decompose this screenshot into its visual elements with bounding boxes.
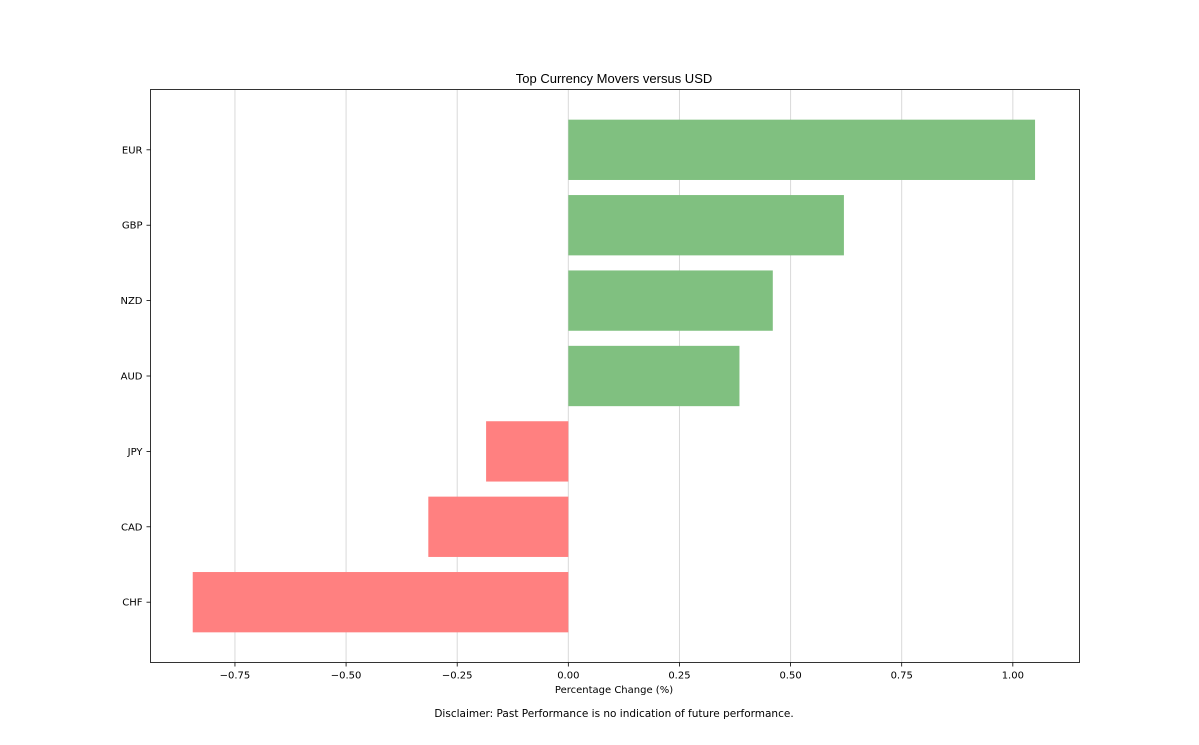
y-tick-label-cad: CAD [121, 522, 143, 533]
y-axis-ticks: EUR GBP NZD AUD JPY CAD CHF [120, 145, 151, 609]
x-tick-label: 0.75 [891, 671, 913, 682]
chart-title: Top Currency Movers versus USD [516, 71, 713, 86]
bar-layer [192, 119, 1036, 633]
y-tick-label-eur: EUR [122, 145, 143, 156]
bar-gbp [568, 195, 844, 256]
bar-jpy [486, 421, 569, 482]
x-tick-label: −0.50 [331, 671, 362, 682]
x-tick-label: −0.75 [220, 671, 251, 682]
y-tick-label-nzd: NZD [120, 296, 142, 307]
x-tick-label: 1.00 [1002, 671, 1024, 682]
y-tick-label-chf: CHF [122, 598, 143, 609]
bar-chf [192, 572, 569, 633]
bar-aud [568, 345, 740, 407]
bar-cad [428, 496, 569, 557]
x-tick-label: 0.50 [779, 671, 801, 682]
bar-nzd [568, 270, 773, 331]
x-tick-label: −0.25 [442, 671, 473, 682]
x-axis-ticks: −0.75 −0.50 −0.25 0.00 0.25 0.50 0.75 1.00 [220, 662, 1024, 682]
x-tick-label: 0.25 [668, 671, 690, 682]
x-tick-label: 0.00 [557, 671, 579, 682]
disclaimer-text: Disclaimer: Past Performance is no indic… [434, 708, 793, 720]
y-tick-label-jpy: JPY [127, 447, 144, 458]
x-axis-label: Percentage Change (%) [555, 685, 673, 696]
y-tick-label-gbp: GBP [122, 221, 143, 232]
bar-eur [568, 119, 1036, 180]
y-tick-label-aud: AUD [121, 372, 143, 383]
